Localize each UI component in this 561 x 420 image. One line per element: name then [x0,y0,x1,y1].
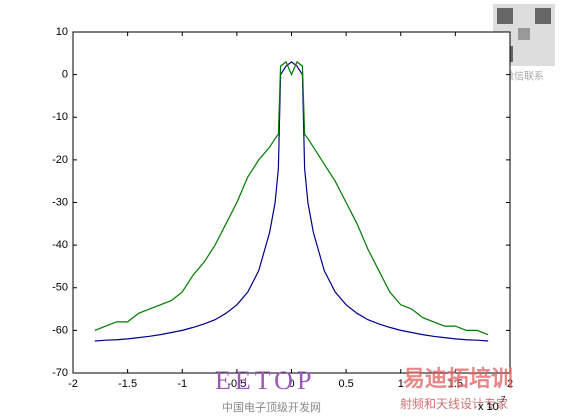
series-line [94,61,489,342]
watermark-slogan: 射频和天线设计专家 [400,396,508,411]
y-tick-label: -60 [52,324,68,336]
watermark-site: EETOP [215,366,315,395]
watermark-site-cn: 中国电子顶级开发网 [222,400,321,414]
x-exponent-base: x 10 [478,401,499,413]
series-line [94,60,489,336]
x-tick-label: -0.5 [227,378,246,390]
y-tick-label: -50 [52,282,68,294]
y-tick-label: 0 [62,69,68,81]
y-tick-label: -70 [52,367,68,379]
y-tick-label: -30 [52,196,68,208]
x-tick-label: 1 [398,378,404,390]
plot-area [72,31,511,374]
x-tick-label: -1 [177,378,187,390]
watermark-brand: 易迪拓培训 [403,366,513,391]
y-tick-label: -20 [52,154,68,166]
watermark-wechat: 微信联系 [504,70,544,83]
x-tick-label: -2 [68,378,78,390]
x-tick-label: 0.5 [338,378,353,390]
y-tick-label: -40 [52,239,68,251]
x-tick-label: 2 [507,378,513,390]
y-tick-label: -10 [52,111,68,123]
x-tick-label: 0 [288,378,294,390]
y-tick-label: 10 [56,26,68,38]
x-tick-label: 1.5 [448,378,463,390]
x-tick-label: -1.5 [118,378,137,390]
x-exponent: 7 [501,395,506,404]
